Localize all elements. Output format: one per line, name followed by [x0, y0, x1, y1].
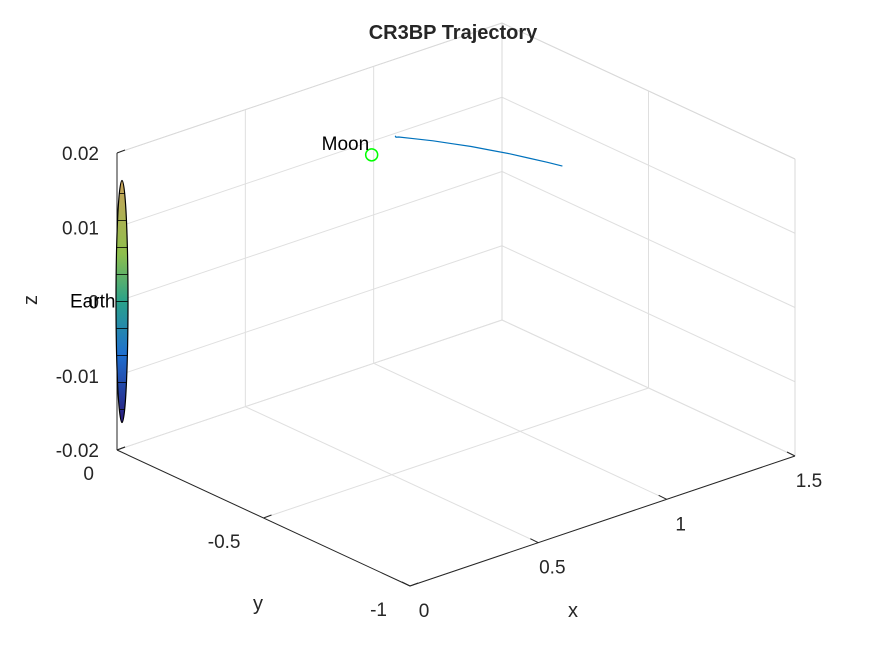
z-tick-label: 0.02	[62, 144, 99, 165]
grid-line-z-side	[501, 171, 796, 308]
x-axis-label: x	[568, 600, 578, 622]
x-tick	[530, 538, 539, 544]
grid-line-z-side	[501, 319, 796, 457]
x-tick	[658, 494, 667, 500]
y-tick	[263, 514, 272, 519]
grid-line-z-side	[501, 96, 796, 234]
grid-line-y-floor	[263, 387, 649, 519]
x-tick-label: 1.5	[796, 471, 822, 492]
chart-title: CR3BP Trajectory	[369, 22, 538, 44]
y-axis-label: y	[253, 593, 263, 615]
axes-box	[116, 22, 796, 587]
x-tick-label: 1	[675, 514, 686, 535]
x-tick	[401, 581, 411, 587]
earth-label: Earth	[70, 292, 115, 313]
grid-line-z-back	[116, 171, 503, 302]
z-tick-label: -0.01	[56, 367, 99, 388]
grid-line-z-side	[501, 245, 796, 383]
y-tick-label: -0.5	[208, 532, 241, 553]
z-tick	[116, 149, 126, 154]
box-edge	[116, 22, 503, 154]
z-tick-label: 0	[88, 293, 99, 314]
earth-sphere	[115, 179, 129, 424]
tick-marks	[116, 149, 796, 587]
grid-lines	[116, 22, 796, 587]
box-edge	[501, 22, 796, 160]
grid-line-z-back	[116, 245, 503, 377]
y-tick-label: 0	[83, 464, 94, 485]
moon-label: Moon	[322, 134, 370, 155]
z-tick-label: 0.01	[62, 218, 99, 239]
x-tick-label: 0	[419, 601, 430, 622]
x-axis-line	[409, 455, 796, 587]
y-tick	[409, 582, 419, 587]
plot-area: Earth Moon	[70, 134, 563, 424]
moon-marker	[364, 148, 379, 162]
x-tick	[786, 451, 796, 457]
z-tick	[116, 446, 126, 451]
trajectory-line-1	[394, 135, 563, 167]
grid-line-z-back	[116, 96, 503, 228]
y-tick-label: -1	[370, 600, 387, 621]
z-tick-label: -0.02	[56, 441, 99, 462]
grid-line-z-back	[116, 319, 503, 451]
x-tick-label: 0.5	[539, 558, 565, 579]
z-axis-label: z	[20, 295, 42, 305]
